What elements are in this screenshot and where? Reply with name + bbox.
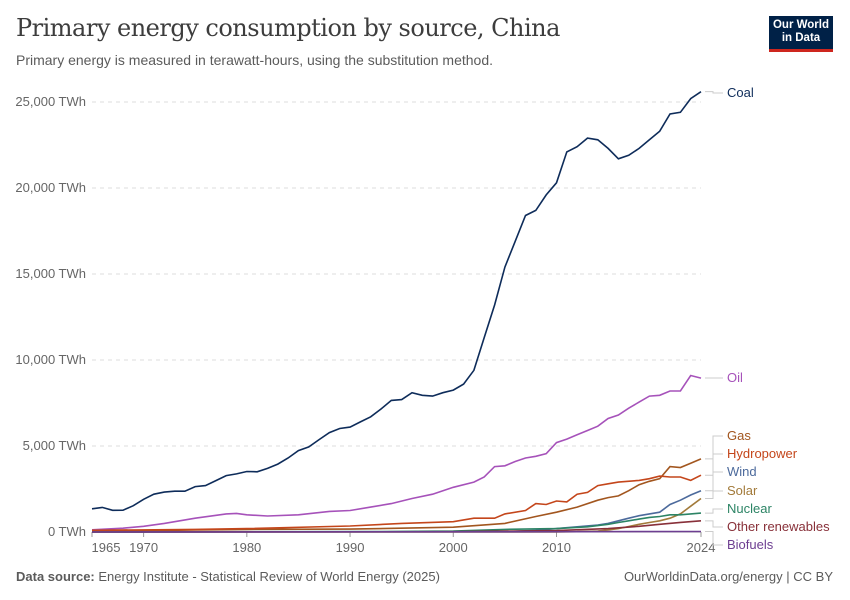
x-tick-label: 2000 bbox=[439, 540, 468, 555]
source-link[interactable]: Energy Institute - Statistical Review of… bbox=[98, 569, 440, 584]
series-line-biofuels bbox=[91, 530, 702, 533]
series-label-nuclear: Nuclear bbox=[727, 501, 772, 516]
y-tick-label: 10,000 TWh bbox=[15, 352, 86, 367]
label-connector bbox=[705, 520, 723, 528]
chart-subtitle: Primary energy is measured in terawatt-h… bbox=[16, 52, 494, 68]
label-connector bbox=[705, 490, 723, 499]
series-label-coal: Coal bbox=[727, 85, 754, 100]
source-label: Data source: bbox=[16, 569, 95, 584]
data-source: Data source: Energy Institute - Statisti… bbox=[16, 569, 440, 584]
y-tick-label: 5,000 TWh bbox=[23, 438, 86, 453]
series-label-gas: Gas bbox=[727, 428, 751, 443]
y-tick-label: 20,000 TWh bbox=[15, 180, 86, 195]
series-line-hydropower bbox=[91, 474, 702, 532]
x-tick-label: 2024 bbox=[687, 540, 716, 555]
x-tick-label: 1965 bbox=[92, 540, 121, 555]
series-label-solar: Solar bbox=[727, 483, 758, 498]
line-chart: 0 TWh 5,000 TWh 10,000 TWh 15,000 TWh 20,000… bbox=[15, 85, 830, 555]
series-label-hydropower: Hydropower bbox=[727, 446, 798, 461]
label-connector bbox=[705, 91, 723, 94]
y-tick-label: 0 TWh bbox=[48, 524, 86, 539]
y-tick-label: 25,000 TWh bbox=[15, 94, 86, 109]
label-connector bbox=[705, 530, 723, 546]
x-tick-label: 1980 bbox=[232, 540, 261, 555]
series-line-gas bbox=[91, 458, 702, 533]
series-line-coal bbox=[91, 91, 702, 512]
label-connector bbox=[705, 508, 723, 514]
series-line-nuclear bbox=[91, 512, 702, 533]
label-connector bbox=[705, 435, 723, 460]
x-tick-label: 1990 bbox=[336, 540, 365, 555]
series-label-oil: Oil bbox=[727, 370, 743, 385]
series-label-biofuels: Biofuels bbox=[727, 537, 774, 552]
label-connector bbox=[705, 453, 723, 476]
series-line-solar bbox=[91, 497, 702, 533]
x-tick-label: 1970 bbox=[129, 540, 158, 555]
x-tick-label: 2010 bbox=[542, 540, 571, 555]
chart-title: Primary energy consumption by source, Ch… bbox=[16, 14, 560, 42]
series-label-wind: Wind bbox=[727, 464, 757, 479]
owid-logo[interactable]: Our World in Data bbox=[769, 16, 833, 52]
label-connector bbox=[705, 471, 723, 492]
series-line-oil bbox=[91, 374, 702, 531]
series-label-other-renewables: Other renewables bbox=[727, 519, 830, 534]
y-tick-label: 15,000 TWh bbox=[15, 266, 86, 281]
credit-link[interactable]: OurWorldinData.org/energy | CC BY bbox=[623, 569, 833, 584]
